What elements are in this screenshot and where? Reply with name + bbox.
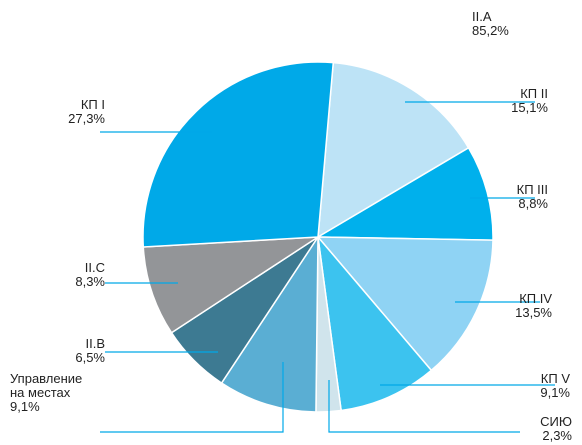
category-name: СИЮ bbox=[540, 414, 572, 429]
category-name: Управление на местах bbox=[10, 371, 83, 400]
slice-label: КП II 15,1% bbox=[511, 87, 548, 115]
group-value: 85,2% bbox=[472, 23, 509, 38]
slice-label: II.C 8,3% bbox=[75, 261, 105, 289]
slice-label: КП I 27,3% bbox=[68, 98, 105, 126]
pie-slice bbox=[142, 236, 321, 334]
category-name: КП I bbox=[80, 97, 105, 112]
value-label: 15,1% bbox=[511, 100, 548, 115]
value-label: 8,8% bbox=[518, 196, 548, 211]
value-label: 6,5% bbox=[75, 350, 105, 365]
pie-slice bbox=[317, 61, 470, 239]
group-label: II.A 85,2% bbox=[472, 10, 509, 38]
value-label: 13,5% bbox=[515, 305, 552, 320]
slice-label: КП III 8,8% bbox=[517, 183, 548, 211]
pie-slice bbox=[315, 146, 494, 241]
category-name: II.C bbox=[84, 260, 105, 275]
category-name: КП IV bbox=[519, 291, 552, 306]
pie-slice bbox=[142, 61, 335, 248]
slice-label: II.B 6,5% bbox=[75, 337, 105, 365]
slice-label: Управление на местах 9,1% bbox=[10, 372, 100, 414]
value-label: 9,1% bbox=[10, 399, 40, 414]
group-name: II.A bbox=[472, 9, 492, 24]
value-label: 27,3% bbox=[68, 111, 105, 126]
leader-line bbox=[328, 380, 520, 433]
value-label: 2,3% bbox=[542, 428, 572, 443]
slice-label: СИЮ 2,3% bbox=[540, 415, 572, 443]
value-label: 8,3% bbox=[75, 274, 105, 289]
slice-label: КП IV 13,5% bbox=[515, 292, 552, 320]
leader-line bbox=[100, 362, 284, 433]
category-name: КП II bbox=[520, 86, 548, 101]
pie-slice bbox=[316, 234, 433, 412]
pie-slice bbox=[316, 236, 494, 372]
slice-label: КП V 9,1% bbox=[540, 372, 570, 400]
category-name: КП V bbox=[540, 371, 570, 386]
pie-slice bbox=[220, 234, 319, 413]
value-label: 9,1% bbox=[540, 385, 570, 400]
category-name: II.B bbox=[85, 336, 105, 351]
category-name: КП III bbox=[516, 182, 548, 197]
